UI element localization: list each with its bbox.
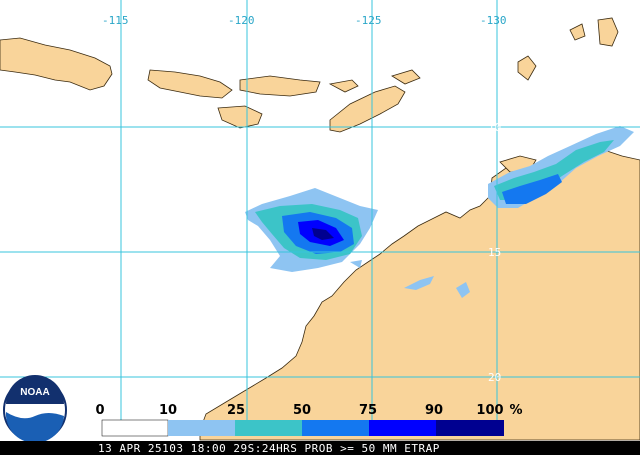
- legend-label-75: 75: [359, 403, 377, 418]
- legend-label-50: 50: [293, 403, 311, 418]
- lat-label-20: 20: [488, 371, 501, 384]
- landmass-aru: [597, 17, 619, 47]
- lon-label-120: -120: [228, 14, 255, 27]
- legend-swatch-75-90: [369, 420, 436, 436]
- lon-label-130: -130: [480, 14, 507, 27]
- legend-swatch-10-25: [168, 420, 235, 436]
- landmass-java: [0, 37, 113, 91]
- precip-cell-a: [404, 276, 434, 290]
- landmass-islet-a: [569, 23, 586, 41]
- legend-label-0: 0: [95, 403, 104, 418]
- precip-cell-c: [350, 260, 362, 268]
- landmass-alor: [328, 79, 359, 93]
- precip-contours: [245, 126, 634, 298]
- landmass-sumba: [217, 105, 263, 129]
- legend-swatch-90-100: [436, 420, 504, 436]
- precip-west-90: [312, 228, 334, 240]
- legend-label-90: 90: [425, 403, 443, 418]
- footer-bar: [0, 441, 640, 455]
- landmass-sumbawa: [147, 69, 233, 99]
- landmass-timor: [329, 85, 406, 133]
- noaa-logo-bird: [10, 406, 46, 414]
- legend-swatch-50-75: [302, 420, 369, 436]
- legend-label-100: 100: [476, 403, 503, 418]
- legend-label-10: 10: [159, 403, 177, 418]
- noaa-logo: NOAA: [3, 375, 67, 444]
- noaa-logo-top: [6, 375, 64, 404]
- land: [0, 17, 640, 441]
- legend-label-25: 25: [227, 403, 245, 418]
- lat-label-15: 15: [488, 246, 501, 259]
- lat-lon-grid: [0, 0, 640, 420]
- legend-unit: %: [509, 403, 522, 418]
- footer-caption: 13 APR 25103 18:00 29S:24HRS PROB >= 50 …: [98, 442, 440, 455]
- legend: 0 10 25 50 75 90 100 %: [95, 403, 523, 437]
- precip-cell-b: [456, 282, 470, 298]
- precip-east-50: [502, 174, 562, 204]
- lat-label-10: 10: [488, 121, 501, 134]
- landmass-wetar: [391, 69, 421, 85]
- landmass-tanimbar: [517, 55, 537, 81]
- legend-swatch-0-10: [101, 419, 169, 437]
- legend-swatch-25-50: [235, 420, 302, 436]
- noaa-logo-wave: [5, 412, 64, 444]
- lon-label-115: -115: [102, 14, 129, 27]
- noaa-logo-text: NOAA: [20, 387, 49, 398]
- lon-label-125: -125: [355, 14, 382, 27]
